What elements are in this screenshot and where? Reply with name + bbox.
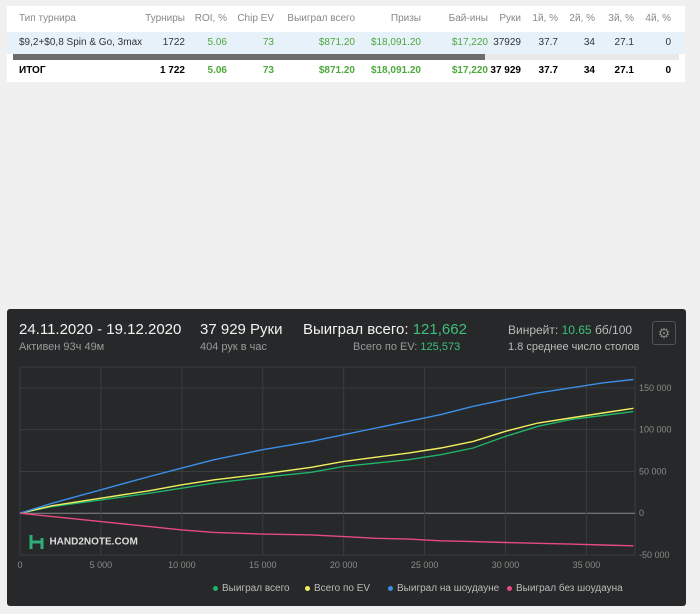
total-first: 37.7 <box>538 65 558 76</box>
logo-mark-icon <box>29 534 44 549</box>
legend-dot-icon <box>213 585 218 591</box>
results-panel: 24.11.2020 - 19.12.2020 Активен 93ч 49м … <box>7 309 686 606</box>
cell-hands: 37929 <box>493 37 521 48</box>
winrate-label: Винрейт: <box>508 323 559 337</box>
chart-grid <box>19 366 636 556</box>
x-tick-label: 15 000 <box>249 560 277 570</box>
total-roi: 5.06 <box>207 65 227 76</box>
legend-item-3[interactable]: Выиграл без шоудауна <box>507 583 623 594</box>
total-label: ИТОГ <box>19 65 46 76</box>
cell-chip-ev: 73 <box>262 37 274 48</box>
col-header-prizes[interactable]: Призы <box>390 13 421 24</box>
series-line-0 <box>19 410 634 514</box>
x-tick-label: 10 000 <box>168 560 196 570</box>
x-tick-label: 5 000 <box>90 560 113 570</box>
active-time: Активен 93ч 49м <box>19 341 105 353</box>
cell-roi: 5.06 <box>207 37 227 48</box>
y-tick-label: 100 000 <box>639 425 672 435</box>
x-tick-label: 0 <box>17 560 22 570</box>
y-axis-ticks: -50 000 0 50 000 100 000 150 000 <box>639 383 672 560</box>
y-tick-label: -50 000 <box>639 550 670 560</box>
legend-dot-icon <box>305 585 310 591</box>
ev-value: 125,573 <box>420 341 461 353</box>
gear-icon[interactable]: ⚙ <box>652 321 676 345</box>
legend-label: Выиграл без шоудауна <box>516 583 623 594</box>
won-label: Выиграл всего: <box>303 321 409 338</box>
won-total-stat: Выиграл всего: 121,662 <box>303 321 467 338</box>
cell-second: 34 <box>583 37 595 48</box>
col-header-won-total[interactable]: Выиграл всего <box>287 13 355 24</box>
tournament-table: Тип турнира Турниры ROI, % Chip EV Выигр… <box>7 6 685 82</box>
cell-type: $9,2+$0,8 Spin & Go, 3max <box>19 37 143 48</box>
date-range: 24.11.2020 - 19.12.2020 <box>19 321 182 338</box>
total-chip-ev: 73 <box>262 65 274 76</box>
x-axis-ticks: 0 5 000 10 000 15 000 20 000 25 000 30 000 35 0… <box>17 560 600 570</box>
total-second: 34 <box>583 65 595 76</box>
won-value: 121,662 <box>412 321 467 338</box>
ev-label: Всего по EV: <box>353 341 418 353</box>
legend-item-2[interactable]: Выиграл на шоудауне <box>388 583 499 594</box>
table-header-row: Тип турнира Турниры ROI, % Chip EV Выигр… <box>7 6 685 32</box>
hands-count: 37 929 Руки <box>200 321 283 338</box>
cell-third: 27.1 <box>614 37 634 48</box>
total-tournaments: 1 722 <box>159 65 185 76</box>
col-header-second[interactable]: 2й, % <box>569 13 595 24</box>
total-fourth: 0 <box>665 65 671 76</box>
col-header-fourth[interactable]: 4й, % <box>645 13 671 24</box>
cell-prizes: $18,091.20 <box>370 37 421 48</box>
table-row[interactable]: $9,2+$0,8 Spin & Go, 3max 1722 5.06 73 $… <box>7 32 685 54</box>
cell-tournaments: 1722 <box>162 37 185 48</box>
tables-info: 1.8 среднее число столов <box>508 341 640 353</box>
col-header-type[interactable]: Тип турнира <box>19 13 76 24</box>
total-hands: 37 929 <box>490 65 521 76</box>
total-buyins: $17,220 <box>451 65 488 76</box>
logo-text: HAND2NOTE.COM <box>49 536 138 548</box>
winrate-value: 10.65 <box>561 323 592 337</box>
legend-item-1[interactable]: Всего по EV <box>305 583 370 594</box>
total-won: $871.20 <box>318 65 355 76</box>
col-header-hands[interactable]: Руки <box>499 13 521 24</box>
y-tick-label: 150 000 <box>639 383 672 393</box>
series-line-3 <box>19 512 634 547</box>
chart-lines <box>19 378 634 547</box>
y-tick-label: 50 000 <box>639 466 667 476</box>
legend-label: Всего по EV <box>314 583 371 594</box>
table-total-row: ИТОГ 1 722 5.06 73 $871.20 $18,091.20 $1… <box>7 60 685 82</box>
col-header-first[interactable]: 1й, % <box>532 13 558 24</box>
total-third: 27.1 <box>614 65 634 76</box>
legend-label: Выиграл на шоудауне <box>397 583 500 594</box>
scrollbar-thumb[interactable] <box>13 54 485 60</box>
x-tick-label: 30 000 <box>492 560 520 570</box>
col-header-tournaments[interactable]: Турниры <box>145 13 185 24</box>
series-line-1 <box>19 407 634 514</box>
hand2note-logo: HAND2NOTE.COM <box>29 533 138 551</box>
col-header-chip-ev[interactable]: Chip EV <box>237 13 274 24</box>
total-prizes: $18,091.20 <box>370 65 421 76</box>
ev-total-stat: Всего по EV: 125,573 <box>353 341 460 353</box>
cell-buyins: $17,220 <box>451 37 488 48</box>
plot-frame <box>19 366 636 556</box>
legend-item-0[interactable]: Выиграл всего <box>213 583 290 594</box>
horizontal-scrollbar[interactable] <box>13 54 679 60</box>
y-tick-label: 0 <box>639 508 644 518</box>
legend-dot-icon <box>507 585 512 591</box>
col-header-third[interactable]: 3й, % <box>608 13 634 24</box>
col-header-roi[interactable]: ROI, % <box>194 13 227 24</box>
winrate-unit: бб/100 <box>594 323 633 337</box>
series-line-2 <box>19 378 634 514</box>
cell-first: 37.7 <box>538 37 558 48</box>
hands-per-hour: 404 рук в час <box>200 341 268 353</box>
legend-dot-icon <box>388 585 393 591</box>
profit-chart: 0 5 000 10 000 15 000 20 000 25 000 30 000 35 0… <box>17 366 672 570</box>
legend-label: Выиграл всего <box>222 583 290 594</box>
x-tick-label: 25 000 <box>411 560 439 570</box>
x-tick-label: 35 000 <box>573 560 601 570</box>
x-tick-label: 20 000 <box>330 560 358 570</box>
col-header-buyins[interactable]: Бай-ины <box>448 13 488 24</box>
cell-won-total: $871.20 <box>318 37 355 48</box>
cell-fourth: 0 <box>665 37 671 48</box>
winrate-stat: Винрейт: 10.65 бб/100 <box>508 323 632 337</box>
